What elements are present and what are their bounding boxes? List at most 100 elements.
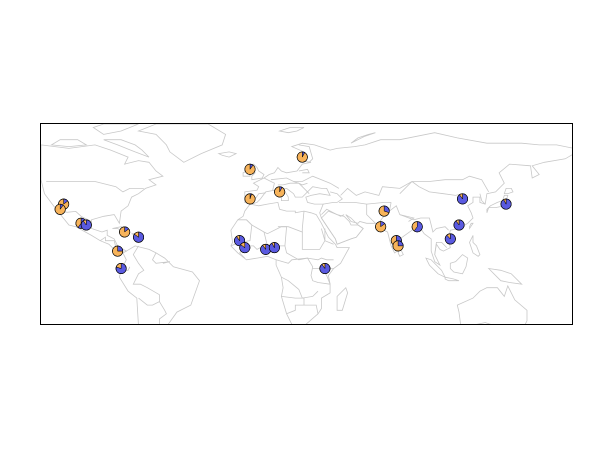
country-border [298, 168, 310, 174]
country-border [479, 193, 486, 205]
pie-outline [319, 263, 331, 275]
country-border [275, 257, 331, 285]
country-border [321, 228, 334, 245]
coastline-north-america [41, 144, 164, 254]
pie-marker-italy[interactable] [274, 186, 286, 198]
pie-outline [119, 226, 131, 238]
map-canvas [41, 124, 572, 324]
country-border [323, 191, 343, 205]
coastline-java [444, 276, 460, 282]
coastline-philippines [469, 235, 481, 257]
country-border [304, 304, 319, 314]
country-border [389, 205, 449, 233]
country-border [301, 228, 326, 250]
coastline-south-america [118, 245, 200, 324]
coastline-arabia [320, 210, 364, 245]
coastline-arctic-archipelago [50, 139, 88, 148]
coastline-taiwan [469, 222, 474, 230]
coastline-svalbard [278, 127, 305, 134]
coastline-australia [456, 284, 528, 324]
pie-outline [80, 219, 92, 231]
pie-marker-finland[interactable] [296, 151, 308, 163]
coastline-iceland [217, 151, 238, 158]
country-border [277, 226, 288, 246]
coastline-sumatra [425, 257, 446, 279]
pie-marker-britain[interactable] [244, 163, 256, 175]
pie-marker-usa-west-2[interactable] [54, 203, 66, 215]
pie-marker-vietnam[interactable] [444, 233, 456, 245]
country-border [338, 202, 392, 205]
pie-marker-iberia[interactable] [244, 193, 256, 205]
country-border [399, 175, 490, 194]
pie-marker-nigeria-1[interactable] [260, 243, 272, 255]
pie-outline [268, 242, 280, 254]
country-border [293, 181, 308, 186]
pie-outline [239, 242, 251, 254]
pie-marker-kenya[interactable] [319, 263, 331, 275]
coastline-britain [249, 163, 265, 181]
coastline-africa [230, 201, 350, 324]
pie-outline [375, 221, 387, 233]
pie-marker-japan[interactable] [500, 198, 512, 210]
pie-outline [244, 163, 256, 175]
country-border [99, 236, 117, 248]
coastline-hokkaido [503, 188, 514, 195]
coastline-madagascar [336, 286, 349, 311]
pie-outline [444, 233, 456, 245]
pie-marker-dominican[interactable] [133, 231, 145, 243]
pie-marker-cuba[interactable] [119, 226, 131, 238]
pie-marker-colombia[interactable] [112, 245, 124, 257]
pie-outline [453, 219, 465, 231]
pie-marker-pakistan[interactable] [378, 205, 390, 217]
pie-marker-india-north[interactable] [375, 221, 387, 233]
country-border [434, 242, 448, 255]
coastline-novaya-zemlya [350, 132, 376, 144]
pie-outline [411, 221, 423, 233]
pie-outline [234, 235, 246, 247]
country-border [152, 252, 170, 264]
pie-marker-peru[interactable] [115, 263, 127, 275]
pie-outline [392, 240, 404, 252]
coastlines-layer [41, 124, 572, 324]
coastline-greenland [137, 124, 227, 163]
country-border [46, 181, 144, 193]
pie-outline [133, 231, 145, 243]
country-border [281, 276, 319, 299]
pie-outline [500, 198, 512, 210]
coastline-baffin [103, 139, 150, 158]
coastline-eurasia [244, 132, 572, 267]
country-border [321, 208, 345, 217]
coastline-borneo [449, 254, 469, 275]
coastline-ellesmere [92, 124, 139, 135]
pie-outline [378, 205, 390, 217]
country-border [159, 301, 167, 324]
pie-markers-layer [54, 151, 512, 275]
pie-marker-china-south[interactable] [453, 219, 465, 231]
country-border [132, 245, 160, 306]
pie-outline [112, 245, 124, 257]
country-border [411, 181, 463, 196]
pie-outline [115, 263, 127, 275]
country-border [237, 211, 305, 235]
pie-marker-bangladesh[interactable] [411, 221, 423, 233]
country-border [277, 182, 310, 194]
pie-marker-nigeria-2[interactable] [268, 242, 280, 254]
pie-marker-mexico-2[interactable] [80, 219, 92, 231]
coastline-japan [486, 195, 509, 213]
pie-outline [54, 203, 66, 215]
pie-marker-china-north[interactable] [457, 193, 469, 205]
pie-outline [296, 151, 308, 163]
country-border [281, 296, 305, 315]
country-border [399, 214, 415, 222]
country-border [263, 177, 275, 191]
pie-outline [457, 193, 469, 205]
country-border [298, 144, 314, 163]
pie-marker-india-south-2[interactable] [392, 240, 404, 252]
pie-outline [274, 186, 286, 198]
country-border [270, 175, 340, 189]
country-border [340, 181, 413, 196]
pie-marker-mali[interactable] [239, 242, 251, 254]
pie-outline [244, 193, 256, 205]
world-map[interactable] [40, 123, 573, 325]
coastline-new-guinea [487, 267, 523, 285]
